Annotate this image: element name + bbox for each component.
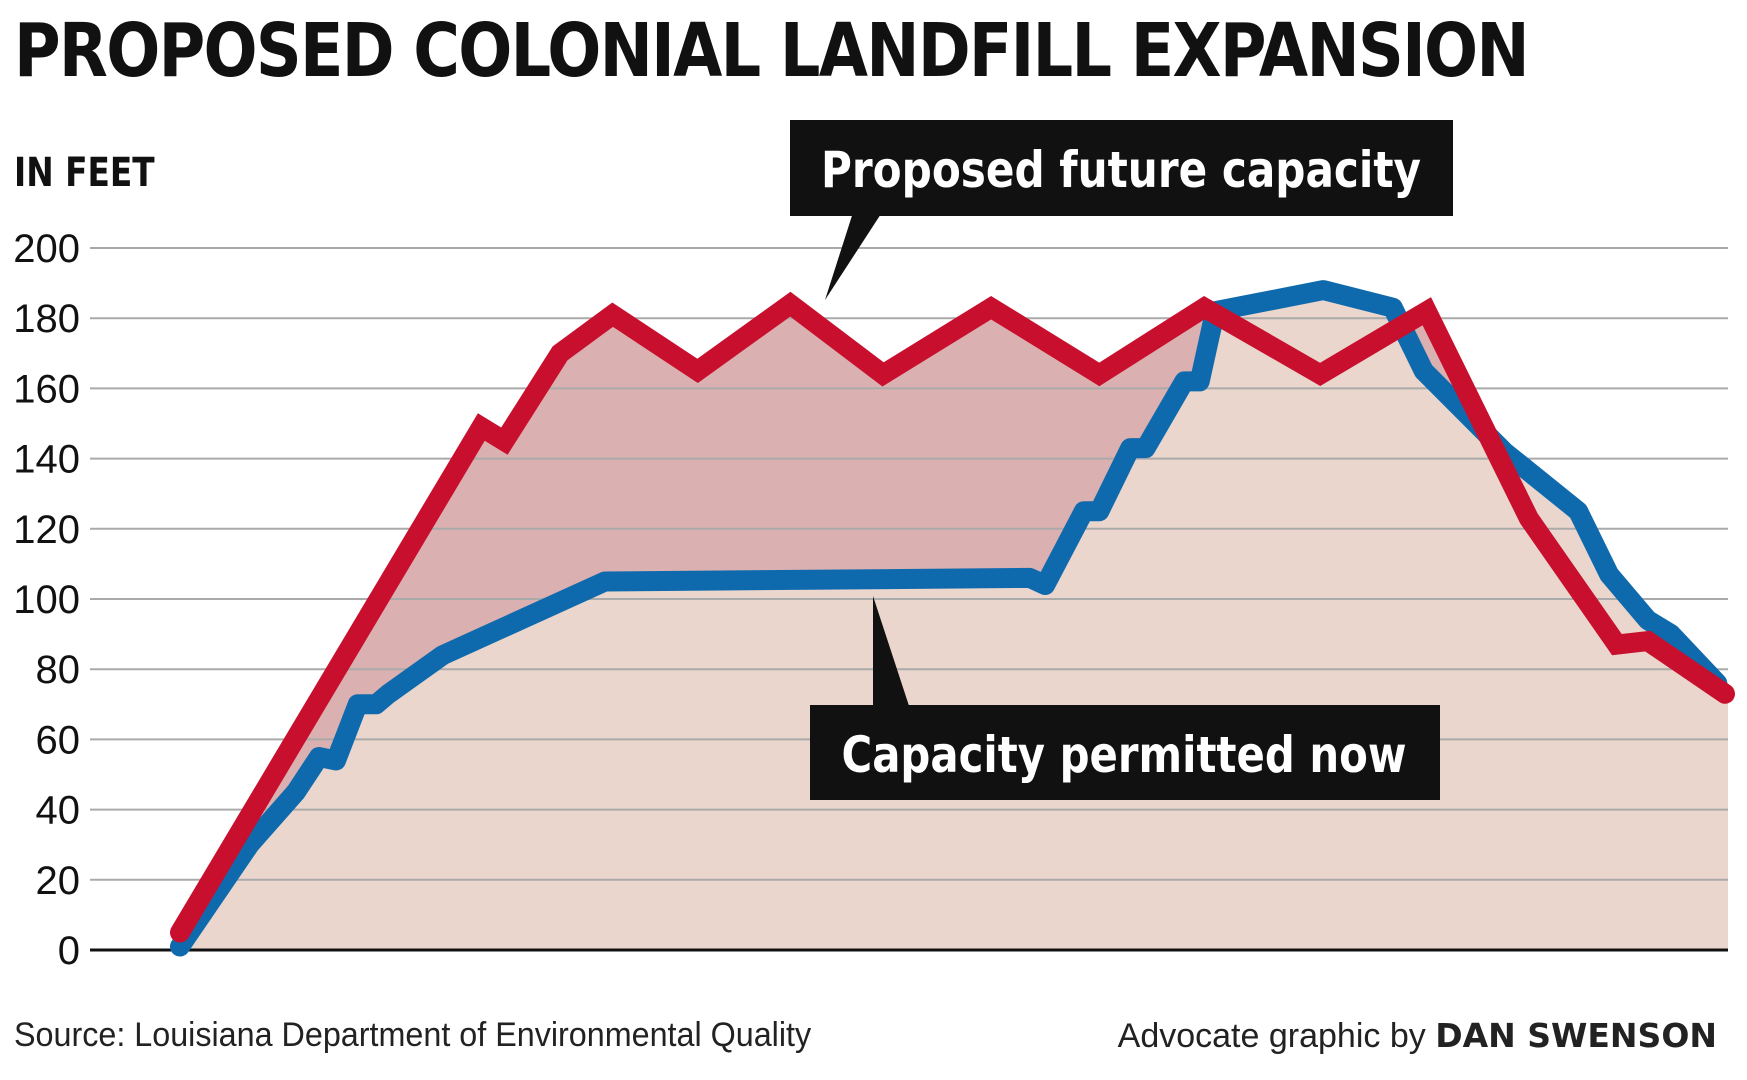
y-tick-label: 160 [13, 367, 80, 411]
y-tick-label: 200 [13, 227, 80, 271]
y-tick-label: 80 [36, 648, 81, 692]
callout-proposed-label: Proposed future capacity [821, 141, 1421, 199]
callout-proposed: Proposed future capacity [790, 120, 1453, 300]
callouts: Proposed future capacity Capacity permit… [790, 120, 1453, 800]
y-tick-label: 60 [36, 718, 81, 762]
source-note: Source: Louisiana Department of Environm… [14, 1016, 812, 1054]
y-axis-unit-label: IN FEET [14, 150, 155, 196]
y-tick-labels: 0 20 40 60 80 100 120 140 160 180 200 [13, 227, 80, 973]
proposed-capacity-line [170, 291, 1735, 943]
callout-proposed-box [790, 120, 1453, 216]
y-tick-label: 180 [13, 297, 80, 341]
callout-proposed-pointer [825, 200, 890, 300]
y-tick-label: 100 [13, 578, 80, 622]
callout-permitted-label: Capacity permitted now [842, 726, 1407, 784]
callout-permitted: Capacity permitted now [810, 596, 1440, 800]
credit-prefix: Advocate graphic by [1117, 1017, 1426, 1055]
credit-name: DAN SWENSON [1435, 1016, 1717, 1055]
y-tick-label: 20 [36, 859, 81, 903]
y-tick-label: 40 [36, 789, 81, 833]
callout-permitted-box [810, 705, 1440, 800]
y-tick-label: 0 [58, 929, 80, 973]
y-tick-label: 120 [13, 508, 80, 552]
graphic-credit: Advocate graphic by DAN SWENSON [1118, 1016, 1717, 1056]
series-lines [170, 280, 1735, 957]
callout-permitted-pointer [873, 596, 912, 715]
chart-title: PROPOSED COLONIAL LANDFILL EXPANSION [14, 8, 1530, 94]
y-tick-label: 140 [13, 438, 80, 482]
permitted-capacity-line [170, 280, 1728, 957]
